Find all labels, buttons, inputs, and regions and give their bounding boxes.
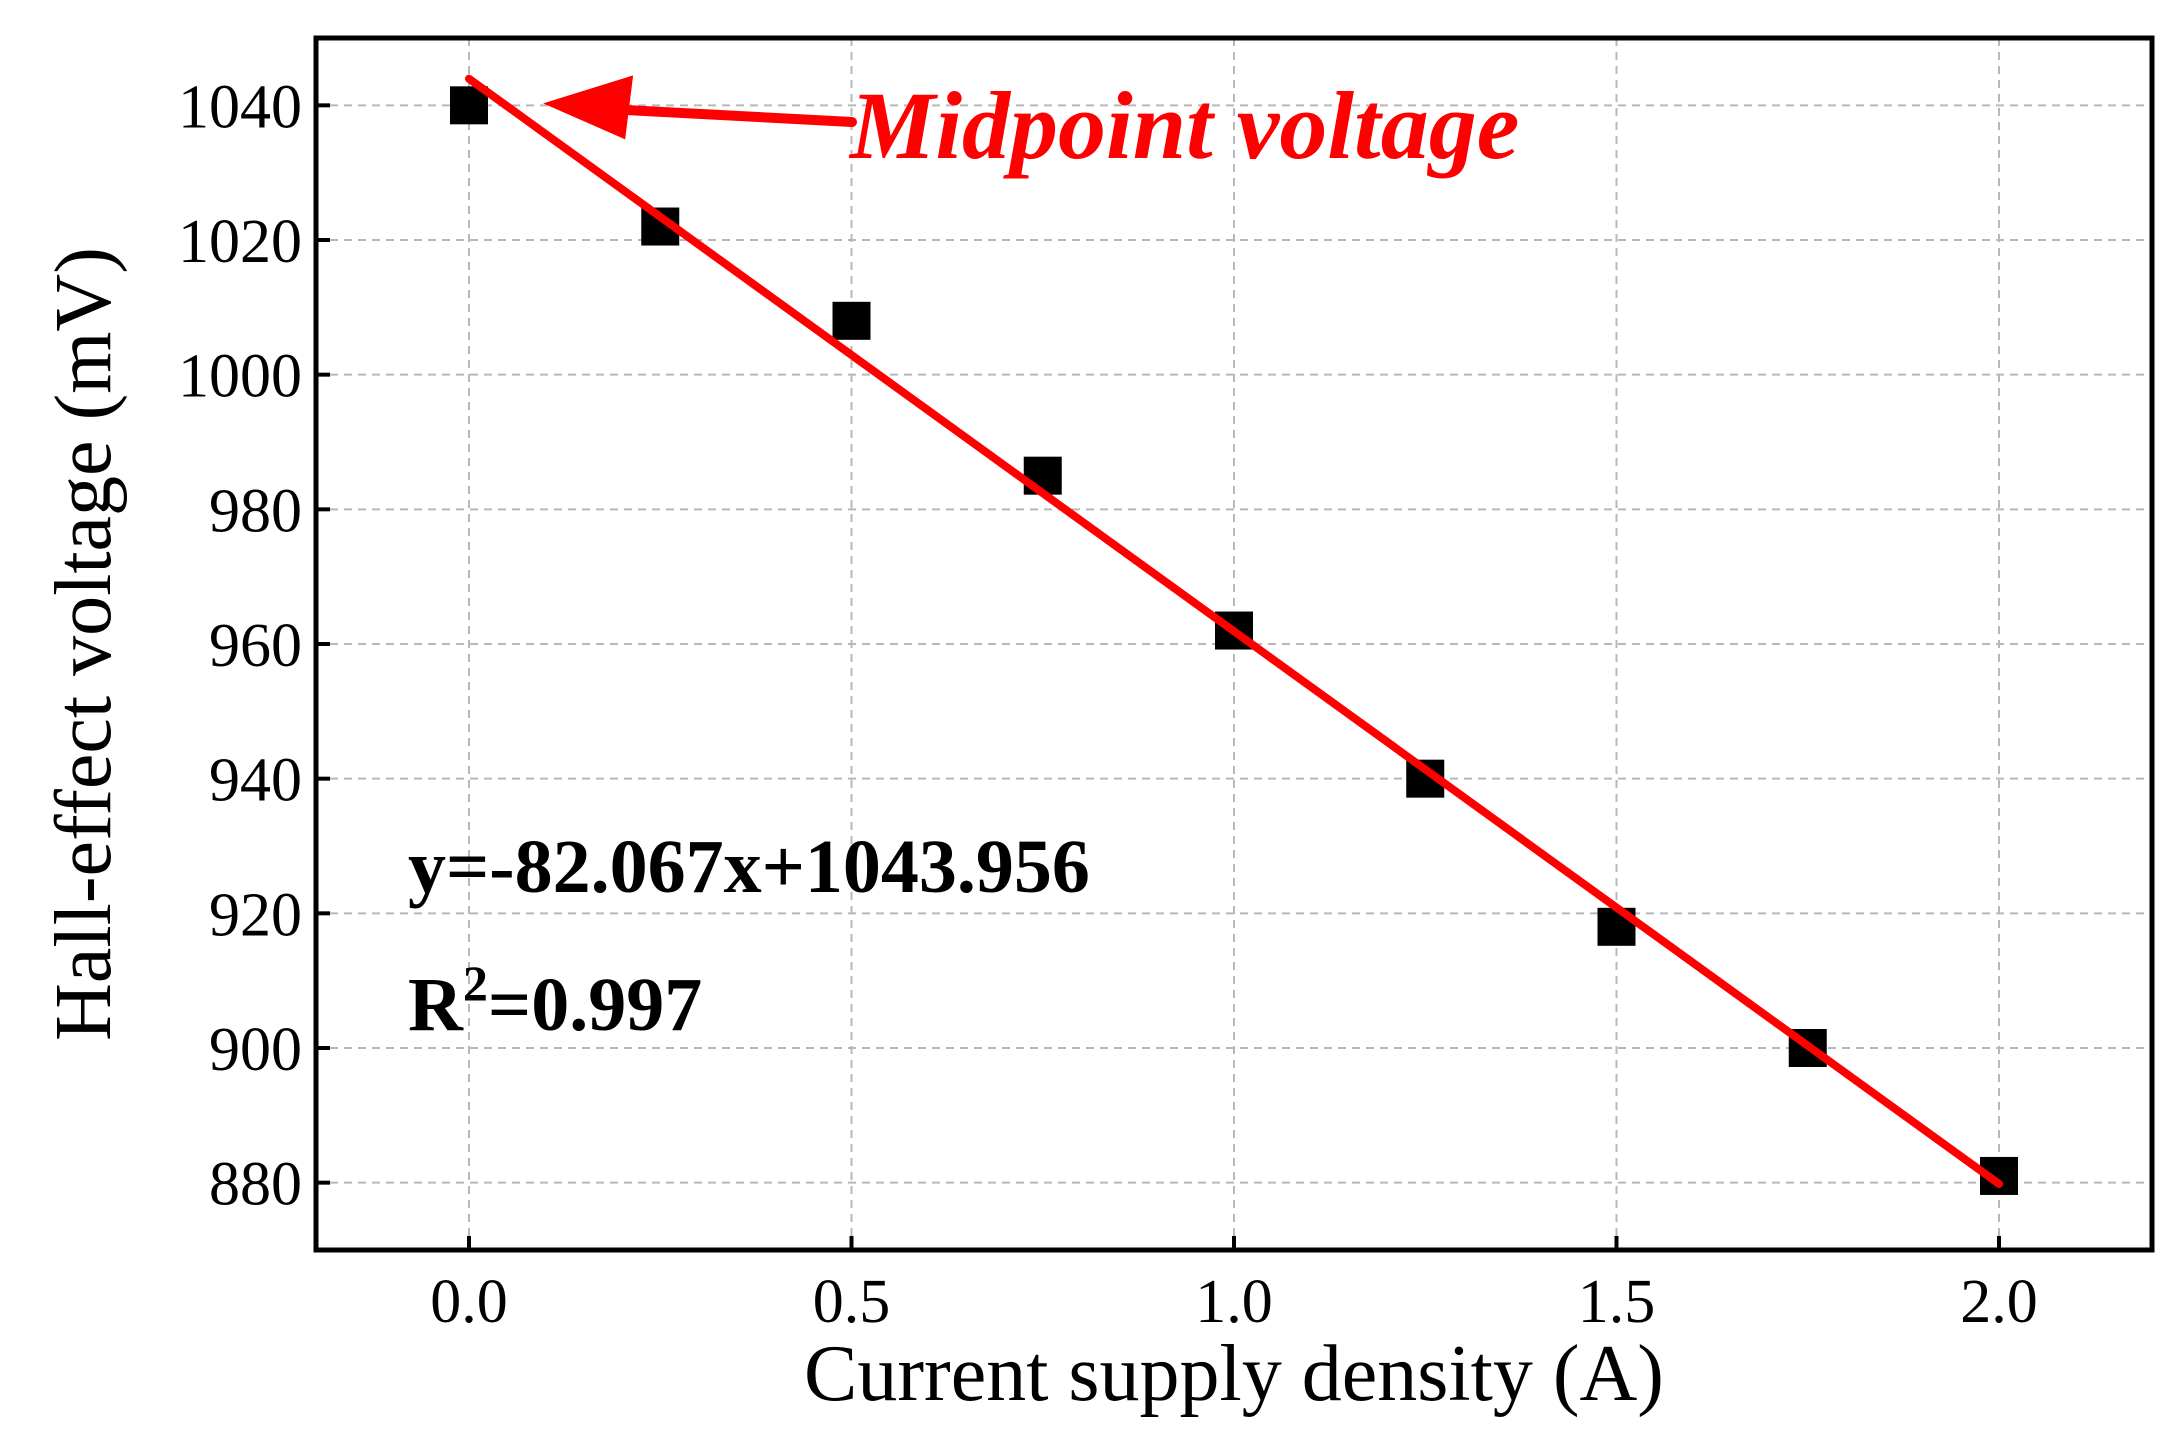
y-tick-label: 880 xyxy=(209,1151,302,1219)
arrow-head xyxy=(543,75,634,140)
midpoint-voltage-label: Midpoint voltage xyxy=(848,72,1519,179)
fit-line xyxy=(465,74,2003,1188)
y-axis-title: Hall-effect voltage (mV) xyxy=(40,247,128,1041)
fit-line-group xyxy=(465,74,2003,1188)
x-tick-label: 0.0 xyxy=(430,1268,508,1336)
y-tick-label: 1000 xyxy=(178,343,302,411)
r-squared-superscript: 2 xyxy=(463,955,488,1011)
x-tick-label: 1.5 xyxy=(1578,1268,1656,1336)
x-tick-label: 1.0 xyxy=(1195,1268,1273,1336)
y-tick-label: 920 xyxy=(209,881,302,949)
midpoint-arrow xyxy=(543,75,857,140)
x-axis-title: Current supply density (A) xyxy=(804,1330,1664,1418)
y-tick-label: 1020 xyxy=(178,208,302,276)
y-tick-label: 960 xyxy=(209,612,302,680)
y-tick-label: 900 xyxy=(209,1016,302,1084)
grid xyxy=(316,38,2152,1250)
x-tick-label: 2.0 xyxy=(1960,1268,2038,1336)
data-point xyxy=(832,301,871,340)
x-tick-label: 0.5 xyxy=(813,1268,891,1336)
y-tick-label: 1040 xyxy=(178,73,302,141)
y-tick-label: 940 xyxy=(209,747,302,815)
y-axis-ticks: 880 900 920 940 960 980 1000 1020 1040 xyxy=(178,73,330,1219)
fit-equation: y=-82.067x+1043.956 xyxy=(408,825,1090,909)
r-squared-value: =0.997 xyxy=(488,963,702,1047)
r-squared: R2=0.997 xyxy=(408,955,702,1047)
r-squared-prefix: R xyxy=(408,963,464,1047)
arrow-shaft xyxy=(608,104,857,127)
y-tick-label: 980 xyxy=(209,477,302,545)
x-axis-ticks: 0.0 0.5 1.0 1.5 2.0 xyxy=(430,1236,2038,1336)
